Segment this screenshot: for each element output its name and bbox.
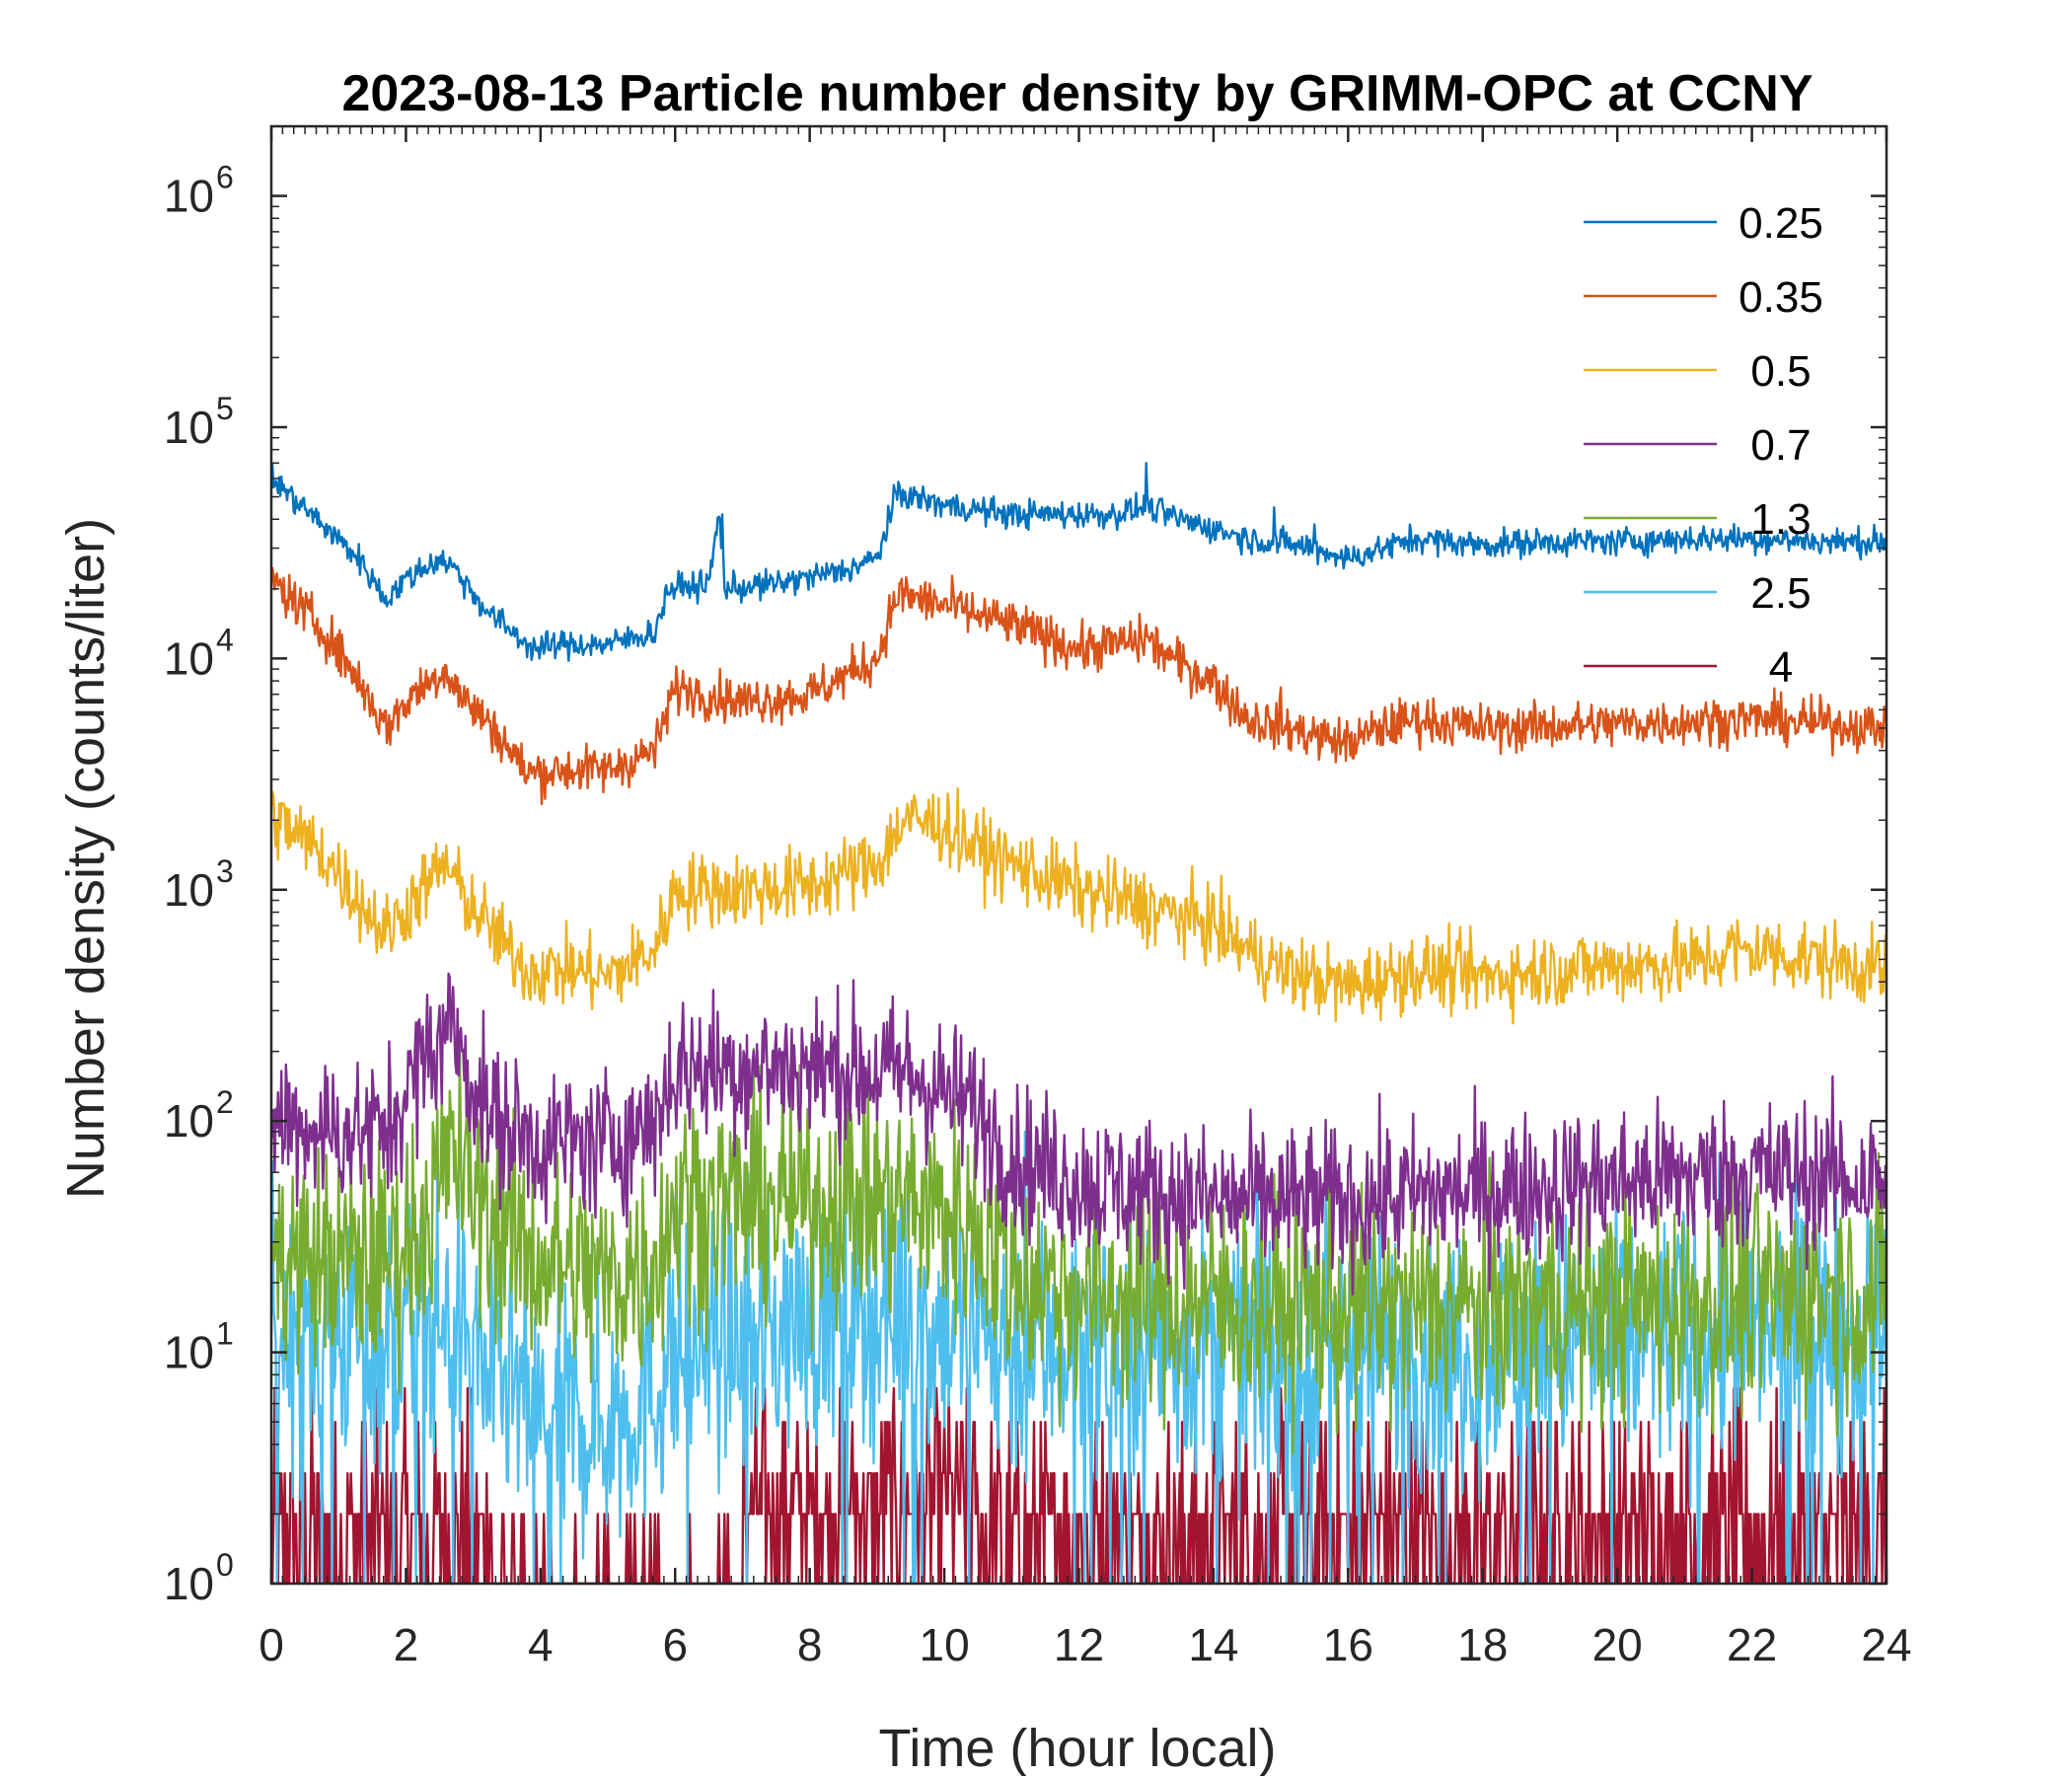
- x-tick-label: 6: [662, 1619, 688, 1670]
- legend-item-0-35: 0.35: [1584, 273, 1823, 322]
- y-tick-exponent: 0: [216, 1547, 234, 1583]
- legend-item-2-5: 2.5: [1584, 569, 1812, 618]
- x-tick-label: 16: [1323, 1619, 1373, 1670]
- x-tick-label: 14: [1188, 1619, 1238, 1670]
- series-line-0-5: [269, 787, 1888, 1025]
- y-tick-label: 10 5: [164, 391, 234, 453]
- y-tick-label: 10 0: [164, 1547, 234, 1609]
- legend-item-0-25: 0.25: [1584, 199, 1823, 248]
- x-tick-label: 8: [797, 1619, 823, 1670]
- y-tick-base: 10: [164, 171, 214, 222]
- y-tick-label: 10 3: [164, 853, 234, 916]
- series-line-0-25: [269, 462, 1888, 662]
- legend-label: 0.7: [1750, 421, 1811, 470]
- chart-title: 2023-08-13 Particle number density by GR…: [341, 65, 1813, 122]
- legend-label: 0.5: [1750, 347, 1811, 396]
- x-tick-label: 10: [919, 1619, 969, 1670]
- y-tick-base: 10: [164, 402, 214, 453]
- y-tick-base: 10: [164, 632, 214, 684]
- x-tick-label: 20: [1592, 1619, 1643, 1670]
- legend-item-1-3: 1.3: [1584, 495, 1812, 544]
- x-tick-label: 0: [259, 1619, 284, 1670]
- x-tick-label: 4: [528, 1619, 554, 1670]
- x-tick-label: 18: [1457, 1619, 1508, 1670]
- y-tick-label: 10 1: [164, 1316, 234, 1378]
- y-tick-label: 10 2: [164, 1084, 234, 1147]
- legend: 0.25 0.35 0.5 0.7 1.3 2.5 4: [1584, 199, 1823, 692]
- series-line-0-35: [269, 566, 1888, 806]
- y-tick-base: 10: [164, 1095, 214, 1147]
- legend-label: 1.3: [1750, 495, 1811, 544]
- legend-label: 4: [1769, 643, 1793, 692]
- legend-label: 2.5: [1750, 569, 1811, 618]
- series-line-1-3: [269, 1047, 1888, 1455]
- y-tick-base: 10: [164, 1558, 214, 1609]
- y-tick-exponent: 1: [216, 1316, 234, 1352]
- legend-item-0-5: 0.5: [1584, 347, 1812, 396]
- y-tick-exponent: 5: [216, 391, 234, 426]
- legend-label: 0.35: [1739, 273, 1823, 322]
- x-tick-label: 12: [1054, 1619, 1104, 1670]
- y-tick-label: 10 6: [164, 160, 234, 222]
- y-tick-exponent: 3: [216, 853, 234, 889]
- x-tick-label: 22: [1727, 1619, 1777, 1670]
- x-tick-label: 24: [1861, 1619, 1911, 1670]
- y-tick-exponent: 4: [216, 622, 234, 657]
- legend-item-4: 4: [1584, 643, 1793, 692]
- x-axis-label: Time (hour local): [878, 1719, 1276, 1776]
- y-tick-base: 10: [164, 1327, 214, 1378]
- y-tick-label: 10 4: [164, 622, 234, 684]
- y-axis-label: Number density (counts/liter): [56, 518, 115, 1199]
- x-tick-label: 2: [394, 1619, 419, 1670]
- series-line-0-7: [269, 972, 1888, 1296]
- y-tick-exponent: 2: [216, 1084, 234, 1120]
- legend-label: 0.25: [1739, 199, 1823, 248]
- legend-item-0-7: 0.7: [1584, 421, 1812, 470]
- y-tick-base: 10: [164, 864, 214, 916]
- y-tick-exponent: 6: [216, 160, 234, 195]
